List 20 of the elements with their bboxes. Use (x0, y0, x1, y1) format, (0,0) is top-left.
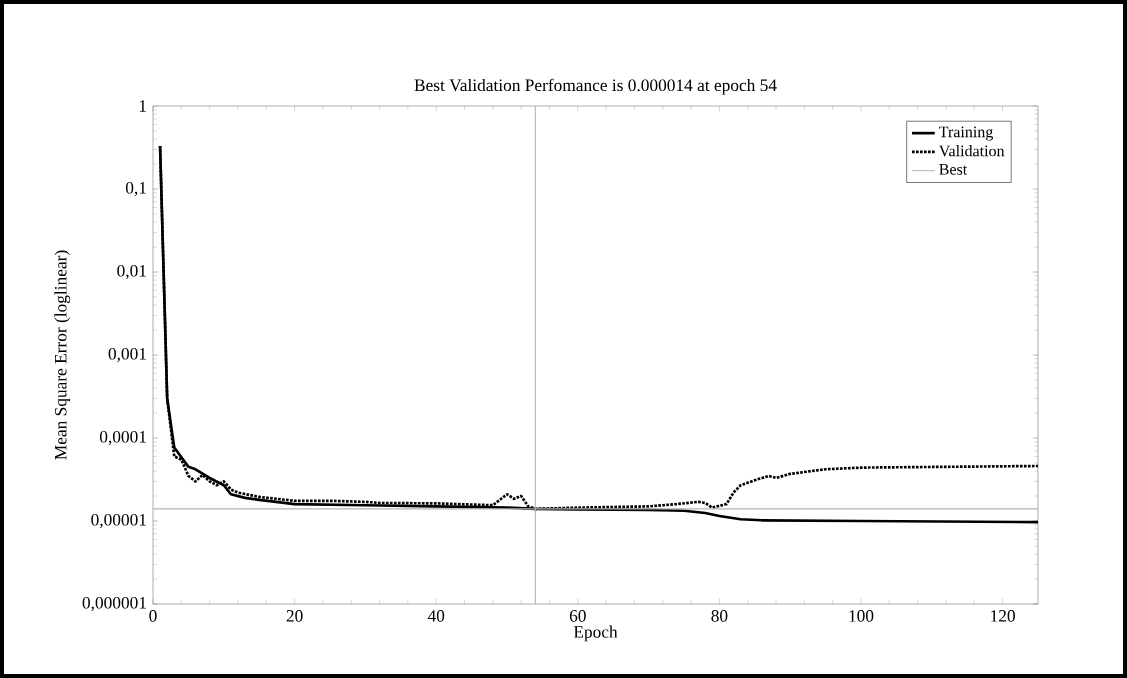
y-tick-label: 0,00001 (91, 513, 146, 529)
x-tick-label: 100 (849, 610, 874, 622)
y-tick-label: 0,0001 (99, 430, 146, 446)
x-tick-label: 80 (711, 610, 728, 622)
x-tick-label: 60 (569, 610, 586, 622)
x-axis-title: Epoch (573, 625, 618, 642)
x-tick-label: 20 (286, 610, 303, 622)
y-tick-label: 1 (139, 100, 146, 112)
x-tick-label: 0 (149, 610, 157, 622)
y-tick-label: 0,000001 (82, 596, 146, 612)
y-tick-label: 0,1 (125, 181, 146, 197)
legend-label: Validation (938, 145, 1005, 157)
x-tick-label: 40 (427, 610, 445, 622)
legend-label: Training (939, 126, 993, 141)
y-tick-label: 0,01 (117, 264, 146, 280)
y-tick-label: 0,001 (108, 347, 146, 363)
x-tick-label: 120 (991, 610, 1015, 622)
legend-label: Best (939, 164, 968, 175)
y-axis-title: Mean Square Error (loglinear) (54, 250, 71, 460)
chart-title: Best Validation Perfomance is 0.000014 at epoch 54 (414, 78, 777, 95)
